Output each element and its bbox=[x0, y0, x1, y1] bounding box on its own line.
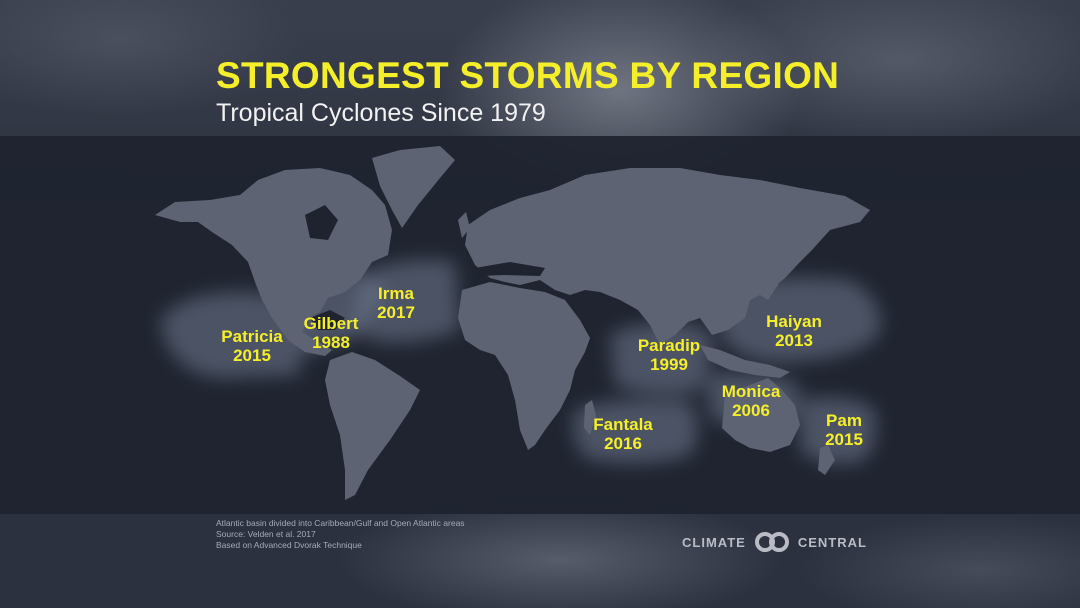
zone-north-indian bbox=[610, 322, 715, 394]
storm-label-patricia: Patricia 2015 bbox=[221, 327, 282, 365]
zone-south-west-indian bbox=[572, 399, 698, 464]
zone-western-pacific bbox=[720, 277, 881, 362]
climate-central-logo: CLIMATE CENTRAL bbox=[682, 532, 867, 552]
footnote-source: Source: Velden et al. 2017 bbox=[216, 529, 316, 539]
mediterranean bbox=[475, 262, 545, 276]
logo-text-left: CLIMATE bbox=[682, 534, 746, 550]
interlocking-rings-icon bbox=[752, 532, 792, 552]
gulf-of-mexico bbox=[310, 310, 345, 330]
storm-year: 2013 bbox=[775, 331, 813, 350]
eurasia bbox=[465, 168, 870, 345]
page-title: STRONGEST STORMS BY REGION bbox=[216, 55, 840, 96]
storm-name: Irma bbox=[378, 284, 414, 303]
storm-label-fantala: Fantala 2016 bbox=[593, 415, 653, 453]
storm-label-gilbert: Gilbert 1988 bbox=[304, 314, 359, 352]
storm-year: 2017 bbox=[377, 303, 415, 322]
australia bbox=[722, 378, 800, 452]
storm-label-irma: Irma 2017 bbox=[377, 284, 415, 322]
zone-south-pacific bbox=[800, 397, 876, 464]
greenland bbox=[372, 146, 455, 228]
storm-zones bbox=[160, 259, 881, 464]
hudson-bay bbox=[305, 205, 338, 240]
footnote-method: Based on Advanced Dvorak Technique bbox=[216, 540, 362, 550]
british-isles bbox=[458, 212, 470, 238]
logo-text-right: CENTRAL bbox=[797, 534, 867, 550]
footnote-atlantic-basin: Atlantic basin divided into Caribbean/Gu… bbox=[216, 518, 465, 528]
storm-year: 2015 bbox=[825, 430, 863, 449]
zone-open-atlantic bbox=[350, 259, 460, 343]
page-subtitle: Tropical Cyclones Since 1979 bbox=[216, 99, 546, 127]
storm-year: 2016 bbox=[604, 434, 642, 453]
south-america bbox=[325, 352, 420, 500]
new-zealand bbox=[818, 445, 835, 475]
storm-label-paradip: Paradip 1999 bbox=[638, 336, 700, 374]
land-masses bbox=[155, 146, 870, 500]
storm-name: Haiyan bbox=[766, 312, 822, 331]
storm-name: Gilbert bbox=[303, 314, 359, 333]
storm-year: 2006 bbox=[732, 401, 770, 420]
footnotes: Atlantic basin divided into Caribbean/Gu… bbox=[216, 518, 465, 551]
japan bbox=[760, 258, 782, 300]
storm-label-haiyan: Haiyan 2013 bbox=[766, 312, 822, 350]
madagascar bbox=[584, 400, 596, 435]
storm-label-monica: Monica 2006 bbox=[722, 382, 781, 420]
storm-name: Monica bbox=[721, 382, 781, 401]
zone-eastern-pacific bbox=[160, 291, 300, 378]
southeast-asia bbox=[700, 345, 790, 378]
storm-name: Pam bbox=[826, 411, 862, 430]
storm-name: Patricia bbox=[221, 327, 283, 346]
inland-waters bbox=[305, 205, 545, 330]
storm-year: 1999 bbox=[650, 355, 688, 374]
storm-year: 2015 bbox=[233, 346, 271, 365]
storm-label-pam: Pam 2015 bbox=[825, 411, 863, 449]
africa bbox=[458, 282, 590, 450]
storm-name: Fantala bbox=[593, 415, 653, 434]
storm-name: Paradip bbox=[637, 336, 701, 355]
storm-year: 1988 bbox=[312, 333, 350, 352]
